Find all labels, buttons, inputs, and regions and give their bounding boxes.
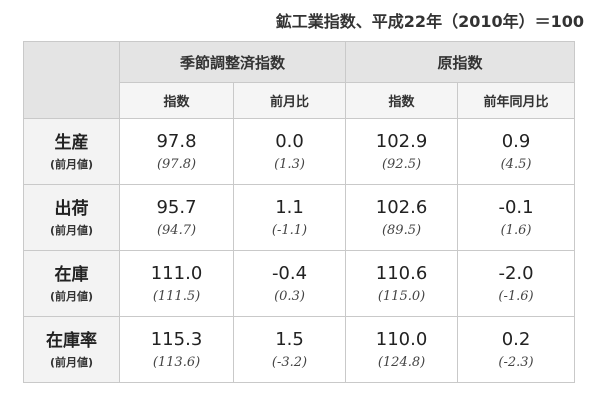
- cell-prev-value: (-2.3): [498, 354, 534, 370]
- cell-prev-value: (1.3): [274, 156, 305, 172]
- cell-prev-value: (115.0): [377, 288, 426, 304]
- data-cell: -0.4 (0.3): [232, 250, 347, 317]
- cell-prev-value: (113.6): [152, 354, 201, 370]
- sub-header-row: 指数 前月比 指数 前年同月比: [24, 82, 576, 119]
- prev-month-label: (前月値): [49, 157, 94, 171]
- cell-prev-value: (89.5): [381, 222, 422, 238]
- cell-prev-value: (111.5): [152, 288, 201, 304]
- data-cell: 0.9 (4.5): [457, 118, 576, 185]
- row-header: 生産 (前月値): [23, 118, 120, 185]
- corner-cell: [23, 41, 120, 119]
- cell-value: 95.7: [156, 196, 197, 218]
- cell-prev-value: (124.8): [377, 354, 426, 370]
- data-cell: 97.8 (97.8): [119, 118, 234, 185]
- group-header-row: 季節調整済指数 原指数: [23, 41, 576, 119]
- prev-month-label: (前月値): [49, 355, 94, 369]
- row-label: 出荷: [54, 198, 89, 219]
- table-row: 在庫 (前月値) 111.0 (111.5) -0.4 (0.3) 110.6 (115.0)…: [23, 250, 576, 317]
- cell-prev-value: (4.5): [500, 156, 532, 172]
- data-cell: -0.1 (1.6): [457, 184, 576, 251]
- data-cell: 111.0 (111.5): [119, 250, 234, 317]
- cell-value: 102.6: [375, 196, 428, 218]
- cell-prev-value: (92.5): [381, 156, 422, 172]
- cell-prev-value: (0.3): [274, 288, 305, 304]
- cell-prev-value: (-3.2): [271, 354, 308, 370]
- cell-value: 110.6: [375, 262, 428, 284]
- table-row: 在庫率 (前月値) 115.3 (113.6) 1.5 (-3.2) 110.0 (124.8…: [23, 316, 576, 383]
- prev-month-label: (前月値): [49, 223, 94, 237]
- data-cell: 102.9 (92.5): [345, 118, 459, 185]
- cell-value: 110.0: [375, 328, 428, 350]
- cell-value: -0.1: [498, 196, 534, 218]
- cell-value: 97.8: [156, 130, 197, 152]
- data-cell: 1.5 (-3.2): [232, 316, 347, 383]
- row-header: 在庫率 (前月値): [23, 316, 120, 383]
- prev-month-label: (前月値): [49, 289, 94, 303]
- index-table: 季節調整済指数 原指数 指数 前月比 指数 前年同月比 生産 (前月値) 97.8 (…: [23, 41, 576, 383]
- cell-prev-value: (1.6): [500, 222, 532, 238]
- row-label: 在庫率: [46, 330, 97, 351]
- data-cell: 95.7 (94.7): [119, 184, 234, 251]
- cell-value: 1.1: [275, 196, 304, 218]
- cell-value: 102.9: [375, 130, 428, 152]
- group-header-seasonal: 季節調整済指数: [118, 41, 347, 83]
- cell-prev-value: (-1.6): [498, 288, 534, 304]
- data-cell: 110.0 (124.8): [345, 316, 459, 383]
- data-cell: 110.6 (115.0): [345, 250, 459, 317]
- row-label: 在庫: [54, 264, 89, 285]
- data-cell: -2.0 (-1.6): [457, 250, 576, 317]
- cell-value: -0.4: [271, 262, 308, 284]
- sub-header-yoy: 前年同月比: [457, 82, 576, 119]
- data-cell: 115.3 (113.6): [119, 316, 234, 383]
- data-cell: 0.2 (-2.3): [457, 316, 576, 383]
- group-header-original: 原指数: [345, 41, 576, 83]
- cell-value: 0.9: [501, 130, 531, 152]
- cell-prev-value: (97.8): [156, 156, 197, 172]
- cell-value: 1.5: [275, 328, 304, 350]
- table-caption: 鉱工業指数、平成22年（2010年）＝100: [275, 12, 584, 31]
- row-header: 出荷 (前月値): [23, 184, 120, 251]
- row-label: 生産: [54, 132, 89, 153]
- table-body: 生産 (前月値) 97.8 (97.8) 0.0 (1.3) 102.9 (92.5) 0.9 (…: [23, 118, 576, 383]
- data-cell: 0.0 (1.3): [232, 118, 347, 185]
- data-cell: 102.6 (89.5): [345, 184, 459, 251]
- table-row: 生産 (前月値) 97.8 (97.8) 0.0 (1.3) 102.9 (92.5) 0.9 (…: [23, 118, 576, 185]
- sub-header-mom: 前月比: [232, 82, 347, 119]
- cell-value: 111.0: [150, 262, 203, 284]
- data-cell: 1.1 (-1.1): [232, 184, 347, 251]
- cell-value: 0.0: [275, 130, 304, 152]
- sub-header-index: 指数: [345, 82, 459, 119]
- cell-prev-value: (94.7): [156, 222, 197, 238]
- table-row: 出荷 (前月値) 95.7 (94.7) 1.1 (-1.1) 102.6 (89.5) -0.…: [23, 184, 576, 251]
- row-header: 在庫 (前月値): [23, 250, 120, 317]
- cell-prev-value: (-1.1): [271, 222, 308, 238]
- cell-value: 115.3: [150, 328, 203, 350]
- sub-header-index: 指数: [119, 82, 234, 119]
- cell-value: 0.2: [501, 328, 531, 350]
- cell-value: -2.0: [498, 262, 534, 284]
